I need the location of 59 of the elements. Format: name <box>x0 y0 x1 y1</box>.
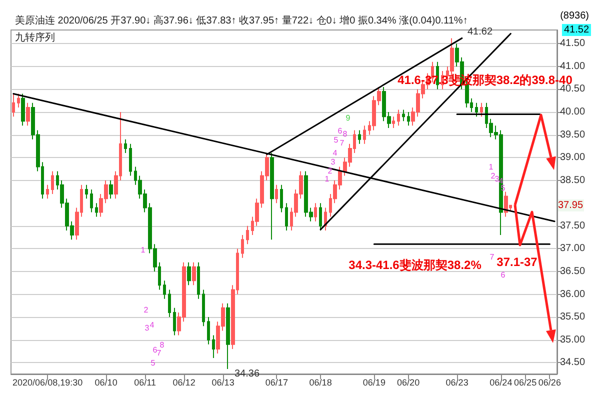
annotation: 1 <box>324 174 330 184</box>
annotation: 8 <box>160 340 165 350</box>
y-tick-label: 37.50 <box>560 220 586 232</box>
y-tick-label: 36.50 <box>560 266 586 277</box>
annotation: 2 <box>490 172 496 180</box>
annotation: 6 <box>500 270 506 280</box>
x-tick-label: 06/12 <box>172 378 196 388</box>
annotation: 5 <box>150 358 156 368</box>
y-tick-label: 39.50 <box>560 129 586 140</box>
chart-subtitle: 九转序列 <box>15 32 55 44</box>
x-tick-label: 06/23 <box>446 378 468 388</box>
y-tick-label: 34.50 <box>560 357 586 368</box>
y-tick-label: 41.50 <box>560 38 586 50</box>
x-tick-label: 06/18 <box>309 378 332 388</box>
annotation: 8 <box>342 130 348 138</box>
annotation: 2 <box>144 306 149 314</box>
annotation: 37.95 <box>558 200 584 211</box>
x-tick-label: 06/25 <box>514 378 537 388</box>
x-tick-label: 06/17 <box>265 378 288 388</box>
text: 41.52 <box>564 24 590 36</box>
annotation: 34.3-41.6斐波那契38.2% <box>348 258 482 272</box>
annotation: 7 <box>490 252 495 262</box>
annotation: 6 <box>338 126 343 136</box>
x-tick-label: 06/19 <box>362 378 386 388</box>
annotation: 2 <box>328 166 333 176</box>
text: (8936) <box>560 10 589 22</box>
chart-title: 美原油连 2020/06/25 开37.90↓ 高37.96↓ 低37.83↑ 收37.95↑ 量722↓ 仓0↓ 增0 振0.34% 涨(0.04)0.11%↑ <box>15 14 468 26</box>
y-tick-label: 40.00 <box>560 106 586 118</box>
annotation: 41.62 <box>467 26 493 38</box>
annotation: 4 <box>150 320 155 330</box>
annotation: 7 <box>156 348 162 358</box>
annotation: 3 <box>494 174 500 184</box>
y-tick-label: 41.00 <box>560 60 586 72</box>
annotation: 5 <box>500 184 506 192</box>
annotation: 3 <box>330 158 336 166</box>
x-tick-label: 06/10 <box>94 378 118 388</box>
x-tick-label: 06/26 <box>538 378 561 388</box>
annotation: 37.1-37 <box>496 255 538 269</box>
annotation: 4 <box>332 148 338 158</box>
x-tick-label: 06/20 <box>397 378 420 388</box>
annotation: 7 <box>340 138 345 148</box>
y-tick-label: 39.00 <box>560 152 586 164</box>
annotation: 5 <box>334 136 339 144</box>
annotation: 3 <box>144 324 150 332</box>
x-tick-label: 06/13 <box>212 378 234 388</box>
annotation: 1 <box>488 162 494 172</box>
annotation: 4 <box>498 176 504 186</box>
annotation: 1 <box>140 246 146 254</box>
annotation: 6 <box>152 346 158 354</box>
x-tick-label: 2020/06/08,19:30 <box>12 378 83 388</box>
x-tick-label: 06/24 <box>490 378 512 388</box>
y-tick-label: 36.00 <box>560 288 586 300</box>
y-tick-label: 38.50 <box>560 174 586 186</box>
y-tick-label: 35.00 <box>560 334 586 346</box>
y-tick-label: 37.00 <box>560 243 586 254</box>
y-tick-label: 40.50 <box>560 84 586 95</box>
annotation: 9 <box>346 114 351 122</box>
y-tick-label: 35.50 <box>560 312 586 323</box>
x-tick-label: 06/11 <box>134 378 156 388</box>
